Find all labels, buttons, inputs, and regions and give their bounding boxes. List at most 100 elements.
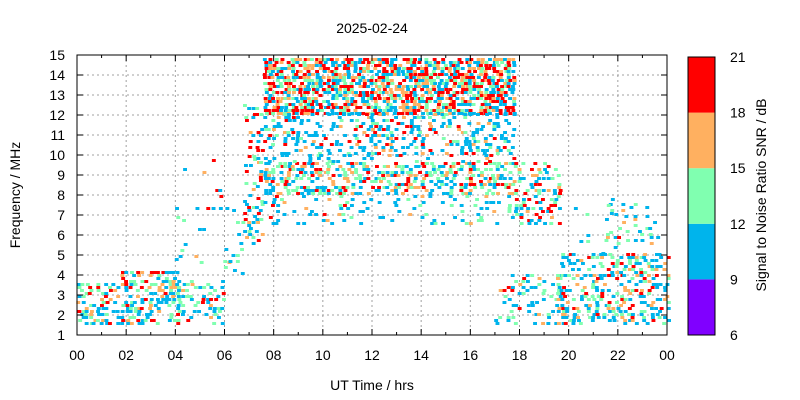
data-point xyxy=(156,307,161,310)
data-point xyxy=(412,140,417,143)
data-point xyxy=(623,265,628,268)
data-point xyxy=(571,253,576,256)
data-point xyxy=(308,160,313,163)
data-point xyxy=(201,301,205,304)
data-point xyxy=(554,322,559,325)
data-point xyxy=(176,313,180,316)
data-point xyxy=(414,146,419,149)
data-point xyxy=(267,100,272,103)
data-point xyxy=(443,85,448,88)
data-point xyxy=(432,119,436,122)
data-point xyxy=(460,146,465,149)
data-point xyxy=(440,67,445,70)
data-point xyxy=(271,97,275,100)
data-point xyxy=(353,103,358,106)
data-point xyxy=(350,112,355,115)
data-point xyxy=(365,165,370,168)
data-point xyxy=(291,116,296,119)
data-point xyxy=(129,322,134,325)
data-point xyxy=(347,168,352,171)
data-point xyxy=(626,239,630,242)
data-point xyxy=(406,58,411,61)
data-point xyxy=(457,103,461,106)
data-point xyxy=(404,76,409,79)
data-point xyxy=(521,292,526,295)
data-point xyxy=(558,192,562,195)
data-point xyxy=(300,186,304,189)
data-point xyxy=(394,137,399,140)
data-point xyxy=(394,116,398,119)
data-point xyxy=(508,106,513,109)
data-point xyxy=(322,192,327,195)
data-point xyxy=(406,67,411,70)
data-point xyxy=(386,97,391,100)
data-point xyxy=(556,322,561,325)
data-point xyxy=(287,119,292,122)
data-point xyxy=(572,319,576,322)
data-point xyxy=(306,76,311,79)
data-point xyxy=(420,216,425,219)
data-point xyxy=(143,298,148,301)
data-point xyxy=(428,128,433,131)
data-point xyxy=(353,109,358,112)
data-point xyxy=(573,207,578,210)
data-point xyxy=(464,82,468,85)
data-point xyxy=(647,289,652,292)
data-point xyxy=(499,100,504,103)
data-point xyxy=(382,67,387,70)
data-point xyxy=(354,94,359,97)
data-point xyxy=(456,76,461,79)
data-point xyxy=(305,67,310,70)
data-point xyxy=(476,97,480,100)
data-point xyxy=(140,319,145,322)
data-point xyxy=(84,307,89,310)
data-point xyxy=(413,174,418,177)
data-point xyxy=(247,206,251,209)
data-point xyxy=(420,195,425,198)
data-point xyxy=(378,113,383,116)
data-point xyxy=(278,100,283,103)
data-point xyxy=(201,298,206,301)
data-point xyxy=(280,152,285,155)
data-point xyxy=(452,183,457,186)
data-point xyxy=(381,113,386,116)
data-point xyxy=(177,298,182,301)
data-point xyxy=(351,79,356,82)
data-point xyxy=(358,79,363,82)
data-point xyxy=(370,180,375,183)
data-point xyxy=(294,112,299,115)
colorbar-band xyxy=(688,112,715,169)
data-point xyxy=(492,122,497,125)
data-point xyxy=(490,79,495,82)
data-point xyxy=(468,149,473,152)
data-point xyxy=(125,310,130,313)
data-point xyxy=(602,274,607,277)
data-point xyxy=(561,253,566,256)
data-point xyxy=(443,162,448,165)
data-point xyxy=(318,152,322,155)
data-point xyxy=(508,171,513,174)
data-point xyxy=(382,165,387,168)
data-point xyxy=(180,249,185,252)
data-point xyxy=(286,134,291,137)
data-point xyxy=(533,183,538,186)
data-point xyxy=(298,70,303,73)
data-point xyxy=(506,109,511,112)
data-point xyxy=(260,233,265,236)
data-point xyxy=(472,94,477,97)
data-point xyxy=(460,165,464,168)
data-point xyxy=(345,177,350,180)
data-point xyxy=(613,236,618,239)
data-point xyxy=(445,177,449,180)
data-point xyxy=(596,277,600,280)
data-point xyxy=(448,103,453,106)
data-point xyxy=(394,85,399,88)
data-point xyxy=(444,73,449,76)
data-point xyxy=(460,73,465,76)
data-point xyxy=(255,107,260,110)
data-point xyxy=(615,262,620,265)
data-point xyxy=(465,85,470,88)
data-point xyxy=(287,67,292,70)
data-point xyxy=(631,265,636,268)
